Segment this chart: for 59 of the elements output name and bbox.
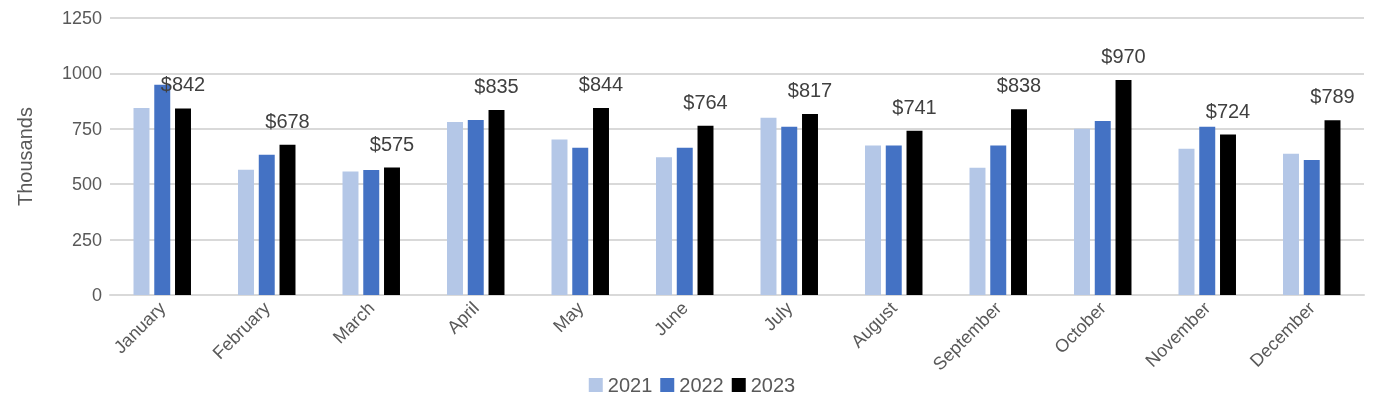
bar [384, 167, 400, 295]
x-tick-label: May [549, 297, 588, 337]
data-label: $724 [1205, 99, 1251, 122]
bar [885, 145, 902, 295]
bar [656, 157, 672, 295]
y-axis-title: Thousands [14, 107, 36, 206]
bar [551, 139, 568, 295]
data-label: $817 [787, 78, 833, 101]
bar [238, 169, 254, 295]
bar [342, 171, 359, 295]
legend-label: 2023 [750, 374, 796, 396]
data-label: $835 [474, 74, 519, 97]
bar [906, 130, 923, 295]
bar [175, 108, 191, 295]
bar [1283, 153, 1299, 295]
bar [467, 119, 484, 295]
bar [1303, 160, 1320, 295]
bar [1324, 120, 1341, 295]
data-label: $789 [1310, 85, 1355, 108]
bar [969, 167, 986, 295]
data-label: $844 [578, 72, 624, 95]
bar [676, 147, 693, 295]
bar [1011, 109, 1027, 295]
bar [1115, 80, 1132, 295]
bar [363, 170, 380, 295]
data-label: $575 [369, 132, 415, 155]
bar [1178, 148, 1195, 295]
bar [697, 125, 714, 295]
data-label: $970 [1101, 45, 1146, 68]
legend-label: 2021 [607, 374, 653, 396]
y-tick-label: 250 [71, 229, 102, 250]
y-tick-label: 1250 [61, 8, 102, 28]
data-label: $764 [683, 90, 728, 113]
bar [865, 145, 881, 295]
bar [1220, 134, 1236, 295]
y-tick-label: 500 [71, 174, 102, 195]
y-tick-label: 750 [71, 118, 102, 139]
y-tick-label: 0 [91, 285, 102, 305]
data-label: $842 [160, 73, 206, 96]
y-tick-label: 1000 [61, 63, 102, 84]
bar [802, 113, 818, 295]
bar [1074, 128, 1090, 295]
bar [488, 109, 505, 295]
bar [593, 107, 609, 295]
bar [760, 117, 777, 295]
bar [133, 107, 150, 295]
legend-label: 2022 [679, 374, 724, 396]
bar [1199, 126, 1216, 295]
data-label: $678 [265, 109, 310, 132]
bar [781, 126, 798, 295]
bar [1094, 121, 1111, 295]
bar [279, 144, 296, 295]
bar [447, 121, 463, 295]
bar [572, 147, 589, 295]
bar [258, 154, 275, 295]
x-tick-label: July [759, 297, 797, 335]
bar [990, 145, 1007, 295]
data-label: $838 [996, 74, 1042, 97]
data-label: $741 [892, 95, 937, 118]
